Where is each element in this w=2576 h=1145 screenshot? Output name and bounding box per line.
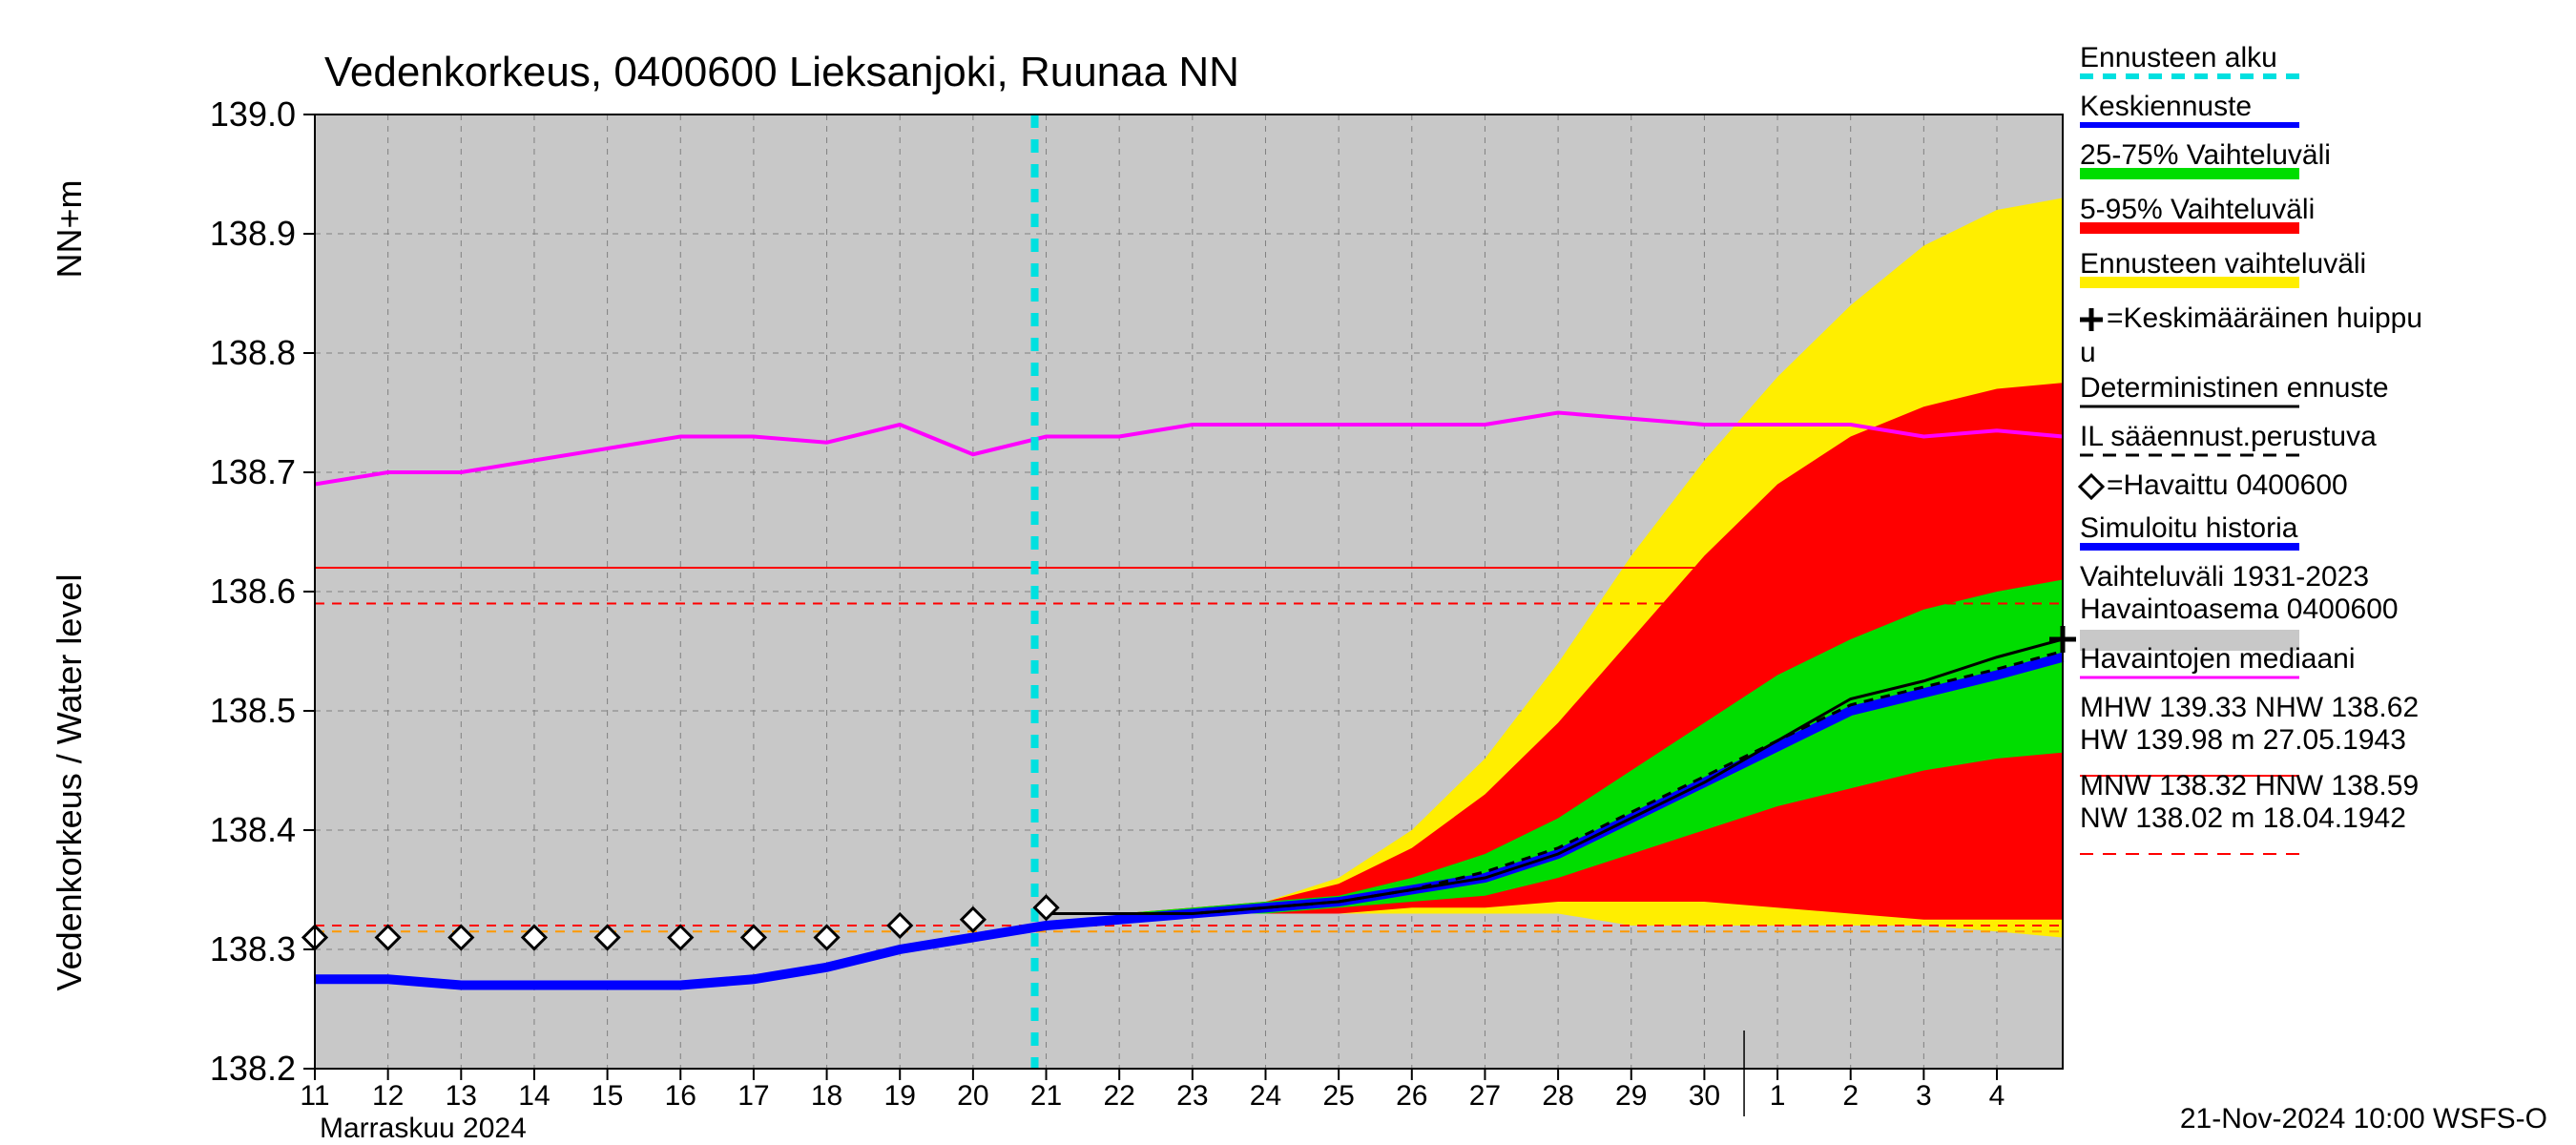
legend-label: u xyxy=(2080,337,2096,368)
x-tick-label: 26 xyxy=(1396,1080,1427,1112)
x-tick-label: 11 xyxy=(300,1080,329,1112)
legend-label: 5-95% Vaihteluväli xyxy=(2080,194,2315,225)
legend-label: Deterministinen ennuste xyxy=(2080,372,2389,404)
legend-label: NW 138.02 m 18.04.1942 xyxy=(2080,802,2406,834)
x-tick-label: 19 xyxy=(884,1080,916,1112)
legend-row: =Havaittu 0400600 xyxy=(2080,469,2348,501)
x-tick-label: 21 xyxy=(1030,1080,1062,1112)
legend-label: MNW 138.32 HNW 138.59 xyxy=(2080,770,2419,802)
legend-label: Keskiennuste xyxy=(2080,91,2252,122)
legend-label: Vaihteluväli 1931-2023 xyxy=(2080,561,2369,593)
chart-title: Vedenkorkeus, 0400600 Lieksanjoki, Ruuna… xyxy=(324,49,1239,95)
x-month-fi: Marraskuu 2024 xyxy=(320,1113,527,1144)
chart-footer: 21-Nov-2024 10:00 WSFS-O xyxy=(2180,1103,2547,1135)
legend-label: =Keskimääräinen huippu xyxy=(2107,302,2422,334)
y-tick-label: 139.0 xyxy=(210,94,296,134)
legend-label: HW 139.98 m 27.05.1943 xyxy=(2080,724,2406,756)
x-tick-label: 24 xyxy=(1250,1080,1281,1112)
legend-row: =Keskimääräinen huippu u xyxy=(2080,302,2422,368)
x-tick-label: 23 xyxy=(1176,1080,1208,1112)
x-tick-label: 27 xyxy=(1469,1080,1501,1112)
legend-row: IL sääennust.perustuva xyxy=(2080,421,2377,455)
legend-label: Simuloitu historia xyxy=(2080,512,2298,544)
legend-row: MNW 138.32 HNW 138.59NW 138.02 m 18.04.1… xyxy=(2080,770,2419,834)
x-tick-label: 3 xyxy=(1916,1080,1932,1112)
x-tick-label: 29 xyxy=(1615,1080,1647,1112)
legend-row: Havaintojen mediaani xyxy=(2080,643,2356,677)
y-axis-unit: NN+m xyxy=(50,179,89,278)
legend-label: MHW 139.33 NHW 138.62 xyxy=(2080,692,2419,723)
x-tick-label: 15 xyxy=(592,1080,623,1112)
x-tick-label: 30 xyxy=(1689,1080,1720,1112)
legend-label: =Havaittu 0400600 xyxy=(2107,469,2348,501)
legend-row: Keskiennuste xyxy=(2080,91,2299,125)
x-tick-label: 20 xyxy=(957,1080,988,1112)
legend-row: Deterministinen ennuste xyxy=(2080,372,2389,406)
y-tick-label: 138.3 xyxy=(210,929,296,968)
x-tick-label: 14 xyxy=(518,1080,550,1112)
x-tick-label: 18 xyxy=(811,1080,842,1112)
legend-row: Ennusteen alku xyxy=(2080,42,2299,76)
y-tick-label: 138.9 xyxy=(210,214,296,253)
water-level-chart: 138.2 138.3 138.4 138.5 138.6 138.7 138.8 138.9… xyxy=(0,0,2576,1145)
legend-label: 25-75% Vaihteluväli xyxy=(2080,139,2331,171)
x-tick-label: 13 xyxy=(446,1080,477,1112)
x-tick-label: 16 xyxy=(665,1080,696,1112)
legend-label: IL sääennust.perustuva xyxy=(2080,421,2377,452)
x-tick-label: 25 xyxy=(1322,1080,1354,1112)
x-tick-label: 2 xyxy=(1842,1080,1859,1112)
legend-row: Simuloitu historia xyxy=(2080,512,2299,547)
legend-row: Ennusteen vaihteluväli xyxy=(2080,248,2366,282)
x-tick-label: 17 xyxy=(737,1080,769,1112)
legend-row: 5-95% Vaihteluväli xyxy=(2080,194,2315,228)
legend-row: MHW 139.33 NHW 138.62HW 139.98 m 27.05.1… xyxy=(2080,692,2419,756)
legend-row: Vaihteluväli 1931-2023 Havaintoasema 040… xyxy=(2080,561,2399,625)
legend-label: Ennusteen vaihteluväli xyxy=(2080,248,2366,280)
y-tick-label: 138.5 xyxy=(210,691,296,730)
y-tick-label: 138.2 xyxy=(210,1049,296,1088)
legend-row: 25-75% Vaihteluväli xyxy=(2080,139,2331,174)
legend-label: Ennusteen alku xyxy=(2080,42,2277,73)
y-tick-label: 138.4 xyxy=(210,810,296,849)
x-tick-label: 22 xyxy=(1103,1080,1134,1112)
y-tick-label: 138.7 xyxy=(210,452,296,491)
chart-container: 138.2 138.3 138.4 138.5 138.6 138.7 138.8 138.9… xyxy=(0,0,2576,1145)
y-tick-label: 138.8 xyxy=(210,333,296,372)
x-tick-label: 4 xyxy=(1989,1080,2005,1112)
x-tick-label: 1 xyxy=(1770,1080,1786,1112)
legend-label: Havaintoasema 0400600 xyxy=(2080,593,2399,625)
x-tick-label: 12 xyxy=(372,1080,404,1112)
y-tick-label: 138.6 xyxy=(210,572,296,611)
y-axis-label: Vedenkorkeus / Water level xyxy=(50,574,89,991)
x-tick-label: 28 xyxy=(1542,1080,1573,1112)
legend-label: Havaintojen mediaani xyxy=(2080,643,2356,675)
